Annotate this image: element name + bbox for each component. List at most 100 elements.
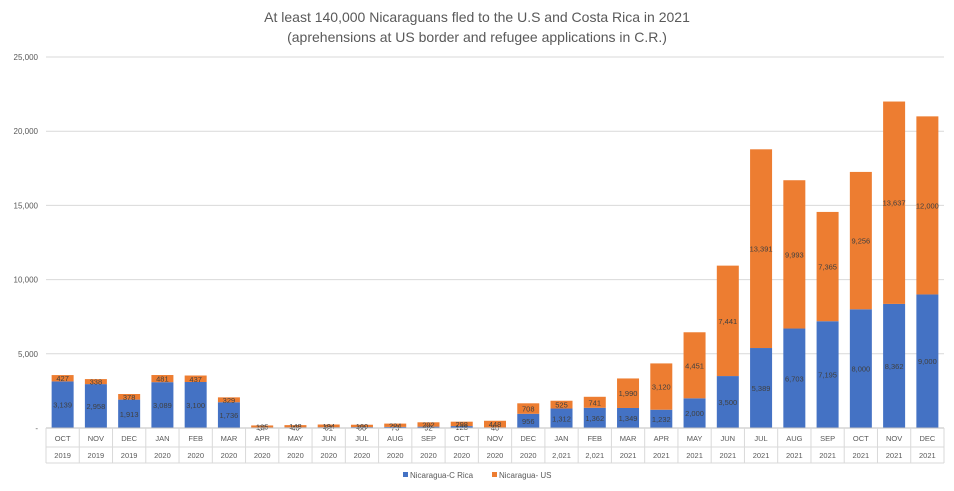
data-label-c-rica: 9,000 bbox=[918, 357, 937, 366]
data-label-us: 13,637 bbox=[883, 199, 906, 208]
x-tick-year: 2020 bbox=[187, 451, 204, 460]
x-axis: OCT 2019 NOV 2019 DEC 2019 JAN 2020 FEB 2020 MAR 20… bbox=[45, 427, 945, 464]
data-label-us: 160 bbox=[356, 422, 369, 431]
data-label-us: 448 bbox=[489, 420, 502, 429]
data-label-us: 292 bbox=[422, 420, 435, 429]
x-tick-month: OCT bbox=[55, 434, 71, 443]
data-label-us: 741 bbox=[589, 398, 602, 407]
data-label-us: 7,441 bbox=[718, 317, 737, 326]
x-tick-month: SEP bbox=[820, 434, 835, 443]
bar-us bbox=[683, 332, 706, 399]
data-label-c-rica: 3,100 bbox=[186, 401, 205, 410]
x-tick-year: 2021 bbox=[886, 451, 903, 460]
bar-c-rica bbox=[716, 376, 739, 428]
data-label-c-rica: 8,000 bbox=[851, 365, 870, 374]
bar-c-rica bbox=[151, 382, 174, 428]
data-label-us: 224 bbox=[389, 421, 402, 430]
bar-us bbox=[118, 394, 141, 400]
x-tick-month: DEC bbox=[121, 434, 137, 443]
bar-c-rica bbox=[750, 348, 773, 428]
bar-c-rica bbox=[384, 426, 407, 428]
bar-us bbox=[550, 400, 573, 409]
legend: Nicaragua-C Rica Nicaragua- US bbox=[403, 471, 551, 480]
data-label-c-rica: 1,232 bbox=[652, 415, 671, 424]
data-label-us: 427 bbox=[56, 374, 69, 383]
x-tick-month: AUG bbox=[387, 434, 403, 443]
x-tick-year: 2020 bbox=[487, 451, 504, 460]
data-label-c-rica: 1,736 bbox=[220, 411, 239, 420]
y-tick-label: 25,000 bbox=[14, 53, 39, 62]
bar-c-rica bbox=[517, 413, 540, 428]
bar-us bbox=[384, 423, 407, 427]
bar-c-rica bbox=[217, 402, 240, 428]
x-tick-year: 2021 bbox=[753, 451, 770, 460]
x-tick-year: 2020 bbox=[287, 451, 304, 460]
bar-us bbox=[350, 424, 373, 428]
x-tick-year: 2019 bbox=[54, 451, 71, 460]
bar-c-rica bbox=[783, 328, 806, 428]
data-label-c-rica: 3,139 bbox=[53, 401, 72, 410]
x-tick-month: SEP bbox=[421, 434, 436, 443]
x-tick-month: JUL bbox=[355, 434, 368, 443]
bar-c-rica bbox=[683, 398, 706, 428]
x-tick-year: 2020 bbox=[387, 451, 404, 460]
data-labels: 3,139 427 2,958 338 1,913 378 3,089 481 3,100 437… bbox=[53, 199, 939, 433]
x-tick-month: JAN bbox=[155, 434, 169, 443]
x-tick-year: 2021 bbox=[686, 451, 703, 460]
x-tick-month: APR bbox=[654, 434, 670, 443]
data-label-us: 437 bbox=[189, 375, 202, 384]
x-tick-year: 2,021 bbox=[552, 451, 571, 460]
data-label-c-rica: 1,913 bbox=[120, 410, 139, 419]
bar-c-rica bbox=[583, 407, 606, 428]
data-label-c-rica: 2,000 bbox=[685, 409, 704, 418]
bar-us bbox=[883, 101, 906, 304]
data-label-us: 338 bbox=[90, 378, 103, 387]
bar-c-rica bbox=[617, 407, 640, 428]
x-tick-month: NOV bbox=[487, 434, 503, 443]
chart-title: At least 140,000 Nicaraguans fled to the… bbox=[264, 9, 690, 25]
x-tick-month: NOV bbox=[88, 434, 104, 443]
x-tick-month: MAR bbox=[221, 434, 238, 443]
bar-us bbox=[617, 378, 640, 408]
bar-c-rica bbox=[849, 309, 872, 428]
data-label-c-rica: 6,703 bbox=[785, 374, 804, 383]
legend-label-c-rica: Nicaragua-C Rica bbox=[410, 471, 474, 480]
data-label-c-rica: 1,312 bbox=[552, 414, 571, 423]
y-tick-label: 20,000 bbox=[14, 127, 39, 136]
x-tick-month: OCT bbox=[454, 434, 470, 443]
data-label-c-rica: 956 bbox=[522, 417, 535, 426]
x-tick-year: 2021 bbox=[819, 451, 836, 460]
y-tick-label: 5,000 bbox=[18, 350, 39, 359]
y-tick-label: 15,000 bbox=[14, 201, 39, 210]
bar-us bbox=[484, 420, 506, 428]
bar-us bbox=[517, 403, 540, 414]
x-tick-month: APR bbox=[254, 434, 270, 443]
gridlines bbox=[46, 56, 944, 355]
x-tick-month: MAY bbox=[288, 434, 304, 443]
data-label-us: 1,990 bbox=[619, 389, 638, 398]
x-tick-month: MAR bbox=[620, 434, 637, 443]
x-tick-year: 2021 bbox=[919, 451, 936, 460]
data-label-us: 9,993 bbox=[785, 250, 804, 259]
y-tick-label: 10,000 bbox=[14, 276, 39, 285]
x-tick-year: 2020 bbox=[520, 451, 537, 460]
y-tick-label: - bbox=[35, 424, 38, 433]
bar-c-rica bbox=[650, 409, 673, 428]
data-label-us: 7,365 bbox=[818, 263, 837, 272]
bar-c-rica bbox=[883, 303, 906, 428]
data-label-us: 4,451 bbox=[685, 361, 704, 370]
data-label-us: 329 bbox=[223, 396, 236, 405]
bar-us bbox=[184, 375, 207, 382]
bar-c-rica bbox=[51, 381, 74, 428]
x-tick-year: 2021 bbox=[620, 451, 637, 460]
x-tick-year: 2019 bbox=[121, 451, 138, 460]
data-label-c-rica: 3,089 bbox=[153, 401, 172, 410]
bar-c-rica bbox=[816, 321, 839, 428]
bar-us bbox=[84, 379, 107, 385]
x-tick-month: JUN bbox=[721, 434, 736, 443]
data-label-c-rica: 7,195 bbox=[818, 371, 837, 380]
x-tick-year: 2020 bbox=[354, 451, 371, 460]
y-axis-tick-labels: - 5,000 10,000 15,000 20,000 25,000 bbox=[14, 53, 39, 433]
data-label-us: 13,391 bbox=[750, 245, 773, 254]
bar-us bbox=[716, 265, 739, 377]
